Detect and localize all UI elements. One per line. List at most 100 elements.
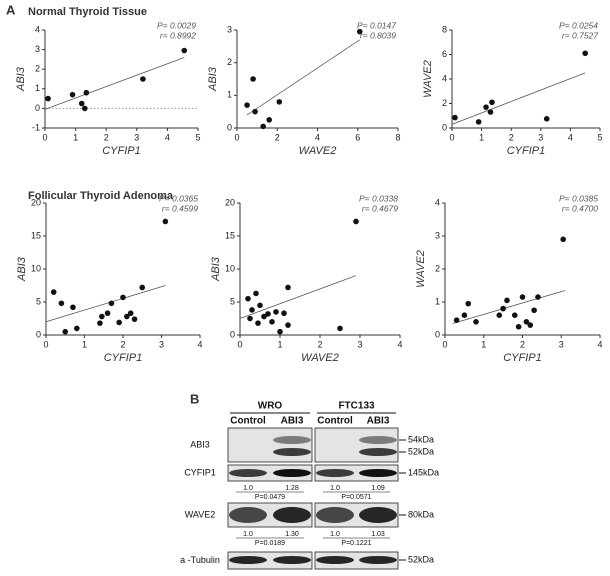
x-tick-label: 1	[479, 132, 484, 142]
x-tick-label: 5	[195, 132, 200, 142]
data-point	[250, 76, 256, 82]
data-point	[81, 105, 88, 112]
y-tick-label: 2	[227, 57, 232, 67]
data-point	[139, 284, 146, 291]
data-point	[461, 312, 468, 319]
trendline	[246, 39, 360, 116]
y-tick-label: 0	[435, 329, 440, 339]
row-label: WAVE2	[185, 509, 216, 519]
data-point	[78, 100, 85, 107]
section-title: Normal Thyroid Tissue	[28, 6, 147, 18]
data-point	[104, 310, 111, 317]
y-tick-label: 1	[35, 83, 40, 93]
data-point	[249, 307, 255, 313]
y-tick-label: 0	[442, 122, 447, 132]
r-value: r= 0.7527	[562, 30, 598, 40]
x-tick-label: 3	[159, 339, 164, 349]
r-value: r= 0.4599	[162, 203, 198, 213]
y-tick-label: 4	[435, 197, 440, 207]
quant-p: P=0.0479	[255, 494, 285, 501]
column-label: Control	[317, 416, 353, 427]
data-point	[162, 218, 169, 225]
y-tick-label: 1	[435, 296, 440, 306]
x-tick-label: 4	[397, 339, 402, 349]
band	[359, 507, 397, 523]
row-label: a -Tubulin	[180, 555, 220, 565]
x-tick-label: 0	[449, 132, 454, 142]
trendline	[45, 285, 166, 323]
data-point	[108, 300, 115, 307]
y-tick-label: 5	[36, 296, 41, 306]
x-tick-label: 0	[43, 339, 48, 349]
y-tick-label: 0	[35, 103, 40, 113]
p-value: P= 0.0147	[357, 20, 396, 30]
data-point	[255, 320, 261, 326]
y-tick-label: 20	[225, 197, 235, 207]
marker-label: 145kDa	[408, 467, 439, 477]
data-point	[62, 328, 69, 335]
band	[359, 556, 397, 564]
data-point	[97, 320, 103, 326]
data-point	[131, 316, 138, 322]
data-point	[50, 289, 57, 295]
quant-value: 1.0	[330, 485, 340, 492]
y-tick-label: 1	[227, 90, 232, 100]
x-tick-label: 3	[559, 339, 564, 349]
column-label: ABI3	[281, 416, 304, 427]
blot-panel	[314, 464, 399, 482]
y-axis-title: WAVE2	[415, 250, 427, 288]
column-label: Control	[230, 416, 266, 427]
panel-label: B	[190, 391, 199, 406]
data-point	[70, 304, 76, 311]
data-point	[527, 322, 534, 328]
data-point	[496, 312, 503, 319]
x-tick-label: 2	[520, 339, 525, 349]
x-tick-label: 0	[442, 339, 447, 349]
x-tick-label: 2	[104, 132, 109, 142]
data-point	[519, 294, 526, 300]
data-point	[45, 95, 51, 102]
band	[273, 556, 311, 564]
data-point	[265, 311, 271, 317]
x-tick-label: 4	[315, 132, 320, 142]
y-tick-label: 2	[35, 64, 40, 74]
y-tick-label: -1	[32, 122, 40, 132]
marker-label: 52kDa	[408, 554, 434, 564]
quant-value: 1.0	[330, 531, 340, 538]
y-tick-label: 6	[442, 49, 447, 59]
band	[316, 556, 354, 564]
marker-label: 80kDa	[408, 509, 434, 519]
x-axis-title: CYFIP1	[104, 352, 143, 364]
data-point	[473, 319, 479, 325]
data-point	[281, 310, 287, 317]
column-label: ABI3	[367, 416, 390, 427]
p-value: P= 0.0385	[559, 193, 598, 203]
data-point	[515, 323, 522, 330]
p-value: P= 0.0338	[359, 193, 398, 203]
quant-value: 1.30	[285, 531, 299, 538]
y-axis-title: ABI3	[16, 256, 28, 282]
y-tick-label: 15	[31, 230, 41, 240]
y-tick-label: 2	[442, 98, 447, 108]
x-tick-label: 2	[120, 339, 125, 349]
data-point	[500, 305, 506, 312]
data-point	[531, 307, 537, 314]
x-tick-label: 8	[395, 132, 400, 142]
band	[359, 436, 397, 444]
marker-label: 54kDa	[408, 434, 434, 444]
x-tick-label: 0	[237, 339, 242, 349]
data-point	[483, 104, 489, 110]
data-point	[127, 310, 134, 317]
data-point	[253, 290, 259, 297]
r-value: r= 0.4700	[562, 203, 598, 213]
data-point	[120, 294, 126, 301]
band	[229, 556, 267, 564]
band	[273, 436, 311, 444]
quant-value: 1.0	[243, 531, 253, 538]
x-axis-title: CYFIP1	[503, 352, 542, 364]
y-tick-label: 8	[442, 24, 447, 34]
data-point	[285, 284, 291, 291]
r-value: r= 0.8992	[160, 30, 196, 40]
blot-panel	[314, 427, 399, 463]
